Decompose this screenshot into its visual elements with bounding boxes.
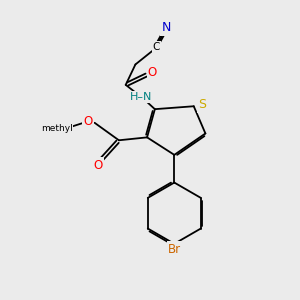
Text: Br: Br [168, 243, 181, 256]
Text: C: C [153, 42, 160, 52]
Text: N: N [161, 21, 171, 34]
Text: methyl: methyl [41, 124, 73, 133]
Text: O: O [83, 115, 93, 128]
Text: H–N: H–N [130, 92, 152, 102]
Text: S: S [198, 98, 206, 111]
Text: O: O [148, 66, 157, 79]
Text: O: O [93, 159, 103, 172]
